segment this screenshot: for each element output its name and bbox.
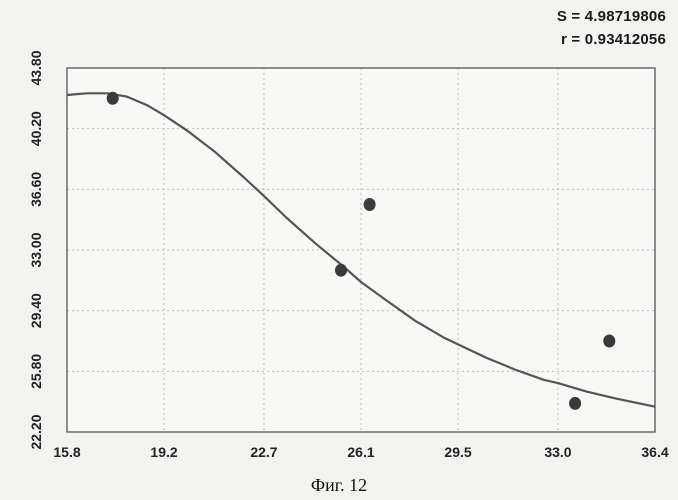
stat-s-value: S = 4.98719806 (557, 8, 666, 25)
y-axis-ticks: 22.20 25.80 29.40 33.00 36.60 40.20 43.80 (28, 50, 44, 449)
grid-lines (67, 68, 655, 432)
data-point (335, 264, 347, 277)
y-tick-label: 25.80 (28, 354, 44, 389)
y-tick-label: 36.60 (28, 172, 44, 207)
y-tick-label: 43.80 (28, 50, 44, 85)
stat-r-value: r = 0.93412056 (561, 31, 666, 48)
y-tick-label: 33.00 (28, 232, 44, 267)
x-tick-label: 26.1 (347, 444, 374, 460)
data-point (107, 92, 119, 105)
x-tick-label: 19.2 (150, 444, 177, 460)
x-tick-label: 22.7 (250, 444, 277, 460)
x-tick-label: 33.0 (544, 444, 571, 460)
x-tick-label: 15.8 (53, 444, 80, 460)
x-tick-label: 29.5 (444, 444, 471, 460)
data-point (603, 335, 615, 348)
y-tick-label: 29.40 (28, 293, 44, 328)
y-tick-label: 40.20 (28, 111, 44, 146)
x-tick-label: 36.4 (641, 444, 668, 460)
figure-caption: Фиг. 12 (0, 475, 678, 496)
x-axis-ticks: 15.8 19.2 22.7 26.1 29.5 33.0 36.4 (53, 444, 668, 460)
data-point (364, 198, 376, 211)
data-point (569, 397, 581, 410)
y-tick-label: 22.20 (28, 414, 44, 449)
